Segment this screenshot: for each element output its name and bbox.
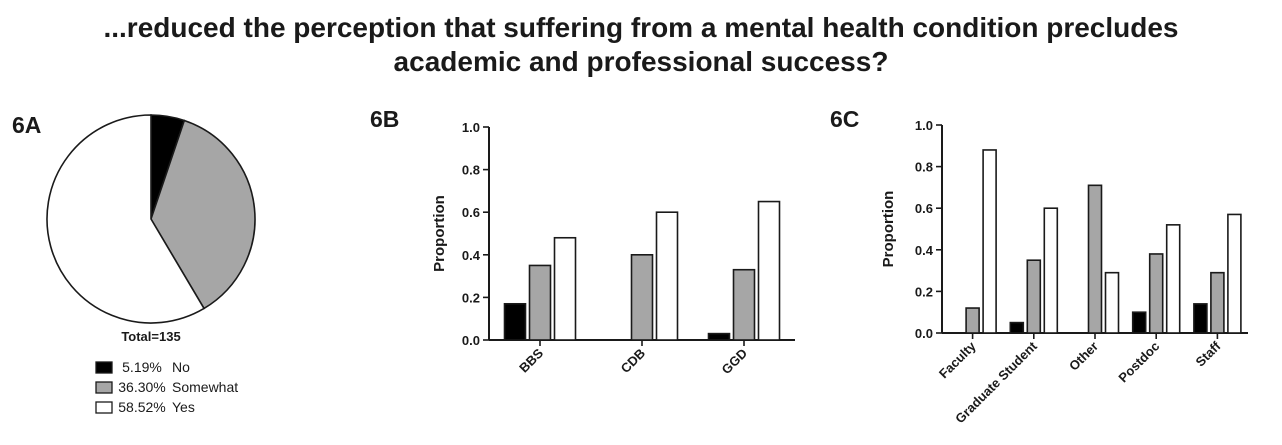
bar-staff-no [1193,303,1208,334]
bar-graduate-student-somewhat [1026,259,1042,334]
bar-graduate-student-no [1009,321,1025,334]
legend-pct-somewhat: 36.30% [118,379,165,395]
bar-other-yes [1104,271,1120,334]
y-tick-label: 0.6 [915,201,933,216]
panel-6b: 6B 0.0 0.2 0.4 0.6 0.8 1.0 Proportion BBS CDB GGD [370,106,795,377]
pie-total-label: Total=135 [121,329,180,344]
y-tick-label: 0.2 [462,290,480,305]
legend-label-no: No [172,359,190,375]
x-tick-label-staff: Staff [1192,338,1224,370]
y-axis-label: Proportion [880,191,897,268]
bar-ggd-no [707,332,731,341]
bar-cdb-somewhat [630,254,654,341]
bar-staff-yes [1227,213,1242,334]
x-tick-label-cdb: CDB [618,346,649,377]
legend-swatch-yes [95,401,113,414]
panel-label-6a: 6A [12,112,41,138]
bar-postdoc-no [1131,311,1147,334]
y-tick-label: 1.0 [915,118,933,133]
bar-graduate-student-yes [1043,207,1059,334]
bar-postdoc-yes [1165,224,1181,334]
bar-faculty-yes [982,149,997,334]
bar-other-somewhat [1087,184,1103,334]
bar-postdoc-somewhat [1148,253,1164,334]
x-tick-label-ggd: GGD [719,346,751,378]
bar-cdb-yes [655,211,679,341]
y-tick-label: 0.0 [462,333,480,348]
pie-slice-yes [46,114,206,324]
bar-ggd-yes [757,200,781,341]
legend-swatch-somewhat [95,381,113,394]
x-tick-label-faculty: Faculty [936,338,979,381]
legend-label-yes: Yes [172,399,195,415]
y-tick-label: 0.2 [915,284,933,299]
figure-title-line-1: ...reduced the perception that suffering… [103,12,1178,43]
bar-faculty-somewhat [965,307,980,334]
y-tick-label: 0.0 [915,326,933,341]
y-axis-label: Proportion [431,195,448,272]
legend-swatch-no [95,361,113,374]
y-tick-label: 1.0 [462,120,480,135]
bar-ggd-somewhat [732,268,756,341]
pie-legend: 5.19% No 36.30% Somewhat 58.52% Yes [95,359,238,415]
bar-chart-6c: 0.00.20.40.60.81.0ProportionFacultyGradu… [880,118,1248,426]
x-tick-label-bbs: BBS [516,345,546,375]
bar-bbs-yes [553,236,577,341]
y-tick-label: 0.4 [915,243,934,258]
panel-6a: 6A Total=135 5.19% No 36.30% Somewhat 58.52%… [12,112,256,415]
figure-title-line-2: academic and professional success? [394,46,889,77]
legend-label-somewhat: Somewhat [172,379,238,395]
legend-pct-no: 5.19% [122,359,162,375]
bar-bbs-no [503,302,527,341]
pie-chart [46,114,256,324]
x-tick-label-postdoc: Postdoc [1115,339,1162,386]
y-tick-label: 0.8 [915,160,933,175]
legend-pct-yes: 58.52% [118,399,165,415]
bar-bbs-somewhat [528,264,552,341]
panel-label-6b: 6B [370,106,399,132]
x-tick-label-other: Other [1066,339,1101,374]
y-tick-label: 0.6 [462,205,480,220]
y-tick-label: 0.8 [462,163,480,178]
panel-label-6c: 6C [830,106,859,132]
y-tick-label: 0.4 [462,248,481,263]
bar-chart-6b: 0.0 0.2 0.4 0.6 0.8 1.0 Proportion BBS CDB GGD [431,120,795,377]
panel-6c: 6C 0.00.20.40.60.81.0ProportionFacultyGr… [830,106,1248,426]
bar-staff-somewhat [1210,271,1225,334]
